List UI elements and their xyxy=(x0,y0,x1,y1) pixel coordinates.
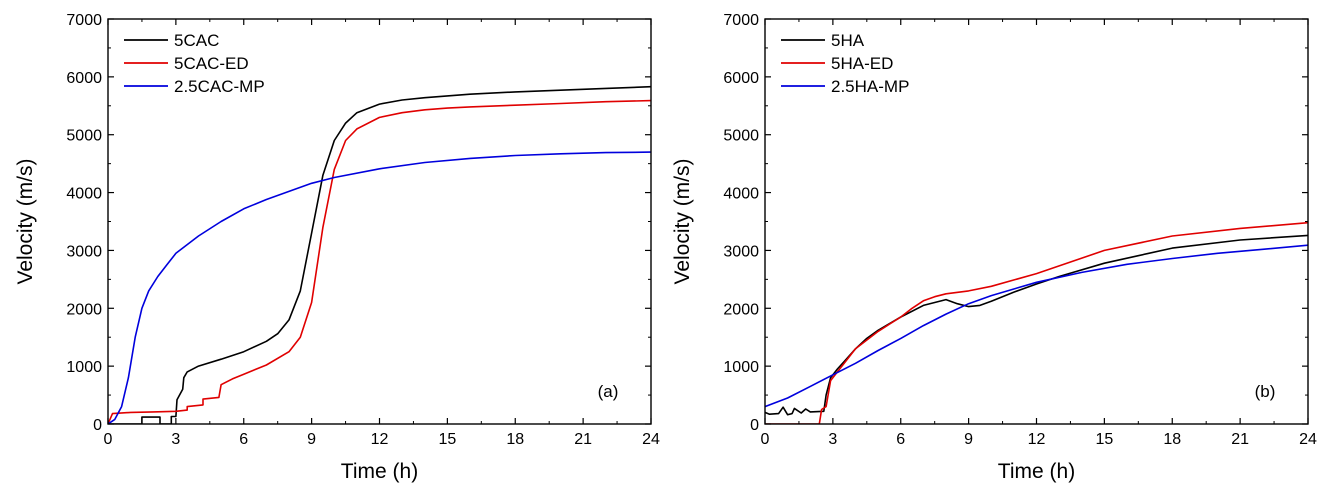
y-tick-label: 3000 xyxy=(66,243,102,260)
x-tick-label: 24 xyxy=(1299,431,1317,448)
x-tick-label: 15 xyxy=(1095,431,1113,448)
y-tick-label: 6000 xyxy=(66,70,102,87)
y-tick-label: 1000 xyxy=(66,359,102,376)
x-tick-label: 9 xyxy=(307,431,316,448)
legend-label: 5CAC-ED xyxy=(174,54,249,73)
legend-label: 5CAC xyxy=(174,31,219,50)
y-tick-label: 4000 xyxy=(66,186,102,203)
y-tick-label: 6000 xyxy=(723,70,759,87)
y-tick-label: 1000 xyxy=(723,359,759,376)
x-tick-label: 0 xyxy=(104,431,113,448)
x-axis-title: Time (h) xyxy=(341,460,418,483)
x-tick-label: 3 xyxy=(171,431,180,448)
y-axis-title: Velocity (m/s) xyxy=(14,158,37,284)
y-tick-label: 0 xyxy=(750,417,759,434)
y-tick-label: 2000 xyxy=(66,301,102,318)
series-line-5CAC-ED xyxy=(108,99,651,424)
chart-panel-a: 0 3 6 9 12 15 18 21 24 0 1000 2000 3000 4000 5000 6000 7… xyxy=(14,12,660,483)
y-tick-label: 5000 xyxy=(723,128,759,145)
series-line-5HA xyxy=(765,234,1308,416)
y-tick-label: 7000 xyxy=(66,12,102,29)
x-tick-label: 9 xyxy=(964,431,973,448)
x-tick-label: 21 xyxy=(1231,431,1249,448)
y-axis-title: Velocity (m/s) xyxy=(671,158,694,284)
x-axis-title: Time (h) xyxy=(998,460,1075,483)
y-tick-label: 2000 xyxy=(723,301,759,318)
legend-label: 5HA xyxy=(831,31,865,50)
x-tick-label: 18 xyxy=(506,431,524,448)
x-tick-label: 6 xyxy=(896,431,905,448)
y-tick-label: 0 xyxy=(93,417,102,434)
x-tick-label: 0 xyxy=(761,431,770,448)
x-tick-label: 24 xyxy=(642,431,660,448)
y-tick-label: 7000 xyxy=(723,12,759,29)
series-line-2.5CAC-MP xyxy=(108,151,651,424)
panel-label: (a) xyxy=(598,382,619,401)
x-tick-label: 12 xyxy=(371,431,389,448)
panel-label: (b) xyxy=(1255,382,1276,401)
series-line-5CAC xyxy=(108,85,651,424)
y-tick-label: 5000 xyxy=(66,128,102,145)
x-tick-label: 12 xyxy=(1028,431,1046,448)
series-line-2.5HA-MP xyxy=(765,244,1308,408)
legend-label: 2.5CAC-MP xyxy=(174,77,265,96)
x-tick-label: 3 xyxy=(828,431,837,448)
x-tick-label: 18 xyxy=(1163,431,1181,448)
legend-label: 5HA-ED xyxy=(831,54,893,73)
legend-label: 2.5HA-MP xyxy=(831,77,909,96)
y-tick-label: 4000 xyxy=(723,186,759,203)
x-tick-label: 6 xyxy=(239,431,248,448)
x-tick-label: 15 xyxy=(438,431,456,448)
x-tick-label: 21 xyxy=(574,431,592,448)
chart-panel-b: 0 3 6 9 12 15 18 21 24 0 1000 2000 3000 4000 5000 6000 7… xyxy=(671,12,1317,483)
y-tick-label: 3000 xyxy=(723,243,759,260)
series-line-5HA-ED xyxy=(765,221,1308,424)
